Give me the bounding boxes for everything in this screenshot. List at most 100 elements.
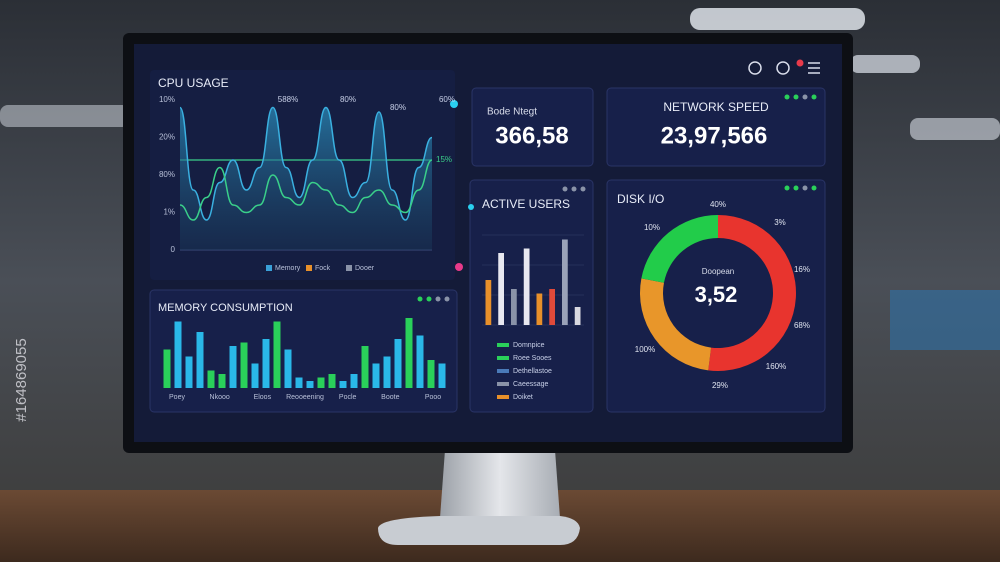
ring-label: 68% — [794, 321, 810, 330]
y-tick-label: 10% — [159, 95, 175, 104]
legend-label: Roee Sooes — [513, 355, 552, 362]
x-tick-label: Pooo — [425, 394, 441, 401]
donut-value: 3,52 — [695, 282, 738, 307]
x-tick-label: Eloos — [254, 394, 272, 401]
peak-label: 60% — [439, 95, 455, 104]
bar — [229, 346, 237, 388]
legend-swatch — [346, 265, 352, 271]
ring-label: 100% — [635, 345, 655, 354]
stat-label: Bode Ntegt — [487, 107, 537, 118]
bar — [350, 374, 358, 388]
peak-label: 80% — [340, 95, 356, 104]
donut-label: Doopean — [702, 267, 734, 276]
bar — [574, 307, 581, 325]
panel-title: MEMORY CONSUMPTION — [158, 302, 293, 314]
bar — [549, 289, 555, 325]
ceiling-light — [910, 118, 1000, 140]
bar — [295, 377, 303, 388]
legend-swatch — [306, 265, 312, 271]
watermark-id: #164869055 — [13, 338, 30, 421]
monitor-base — [378, 516, 580, 545]
ceiling-light — [690, 8, 865, 30]
panel-title: ACTIVE USERS — [482, 197, 570, 211]
bar — [218, 374, 226, 388]
distant-screen — [890, 290, 1000, 350]
ring-label: 29% — [712, 381, 728, 390]
ceiling-light — [850, 55, 920, 73]
ring-label: 160% — [766, 362, 786, 371]
bar — [405, 318, 413, 388]
legend-swatch — [497, 343, 509, 347]
panel-title: CPU USAGE — [158, 76, 229, 90]
indicator-dot — [468, 204, 474, 210]
bar — [361, 346, 369, 388]
ring-label: 40% — [710, 200, 726, 209]
bar — [372, 363, 380, 388]
bar — [174, 321, 182, 388]
bar — [383, 356, 391, 388]
legend-swatch — [497, 356, 509, 360]
ring-label: 16% — [794, 265, 810, 274]
y-tick-label: 80% — [159, 170, 175, 179]
bar — [485, 280, 492, 325]
bar — [328, 374, 336, 388]
donut-segment — [641, 215, 718, 283]
x-tick-label: Nkooo — [210, 394, 230, 401]
notification-dot — [796, 59, 804, 67]
bar — [427, 360, 435, 388]
bar — [306, 381, 314, 388]
stat-value: 23,97,566 — [661, 122, 768, 149]
bar — [251, 363, 259, 388]
cpu-line — [179, 159, 433, 221]
y-tick-label: 0 — [171, 245, 176, 254]
x-tick-label: Reooeening — [286, 394, 324, 401]
bar — [416, 335, 424, 388]
bar — [498, 253, 504, 325]
stat-value: 366,58 — [495, 122, 568, 149]
bar — [185, 356, 193, 388]
legend-swatch — [497, 369, 509, 373]
hamburger-icon[interactable] — [808, 62, 820, 74]
bar — [317, 377, 325, 388]
legend-label: Caeessage — [513, 381, 549, 388]
network-panel — [606, 87, 826, 167]
y-tick-label: 1% — [163, 208, 175, 217]
panel-dots — [417, 94, 817, 302]
ring-label: 10% — [644, 223, 660, 232]
bar — [523, 248, 530, 325]
bar — [562, 239, 568, 325]
bar — [394, 339, 402, 388]
x-tick-label: Pocle — [339, 394, 357, 401]
bar — [536, 293, 543, 325]
donut-segment — [640, 278, 712, 371]
search-icon[interactable] — [748, 61, 762, 75]
x-tick-label: Poey — [169, 394, 185, 401]
legend-label: Dooer — [355, 265, 375, 272]
bar — [511, 289, 517, 325]
legend-swatch — [497, 382, 509, 386]
ceiling-light — [0, 105, 130, 127]
indicator-dot — [450, 100, 458, 108]
stat-panel — [471, 87, 594, 167]
legend-swatch — [497, 395, 509, 399]
legend-label: Dethellastoe — [513, 368, 552, 375]
bar — [262, 339, 270, 388]
bar — [273, 321, 281, 388]
cpu-line — [179, 106, 433, 221]
bar — [438, 363, 446, 388]
stat-label: NETWORK SPEED — [663, 100, 769, 114]
bar — [207, 370, 215, 388]
side-label: 15% — [436, 155, 452, 164]
menu-icon[interactable] — [776, 61, 790, 75]
indicator-dot — [455, 263, 463, 271]
legend-label: Fock — [315, 265, 331, 272]
legend-label: Domnpice — [513, 342, 545, 349]
legend-label: Doiket — [513, 394, 533, 401]
legend-label: Memory — [275, 265, 301, 272]
donut-segment — [708, 215, 796, 371]
bar — [240, 342, 248, 388]
panel-title: DISK I/O — [617, 192, 664, 206]
x-tick-label: Boote — [381, 394, 399, 401]
